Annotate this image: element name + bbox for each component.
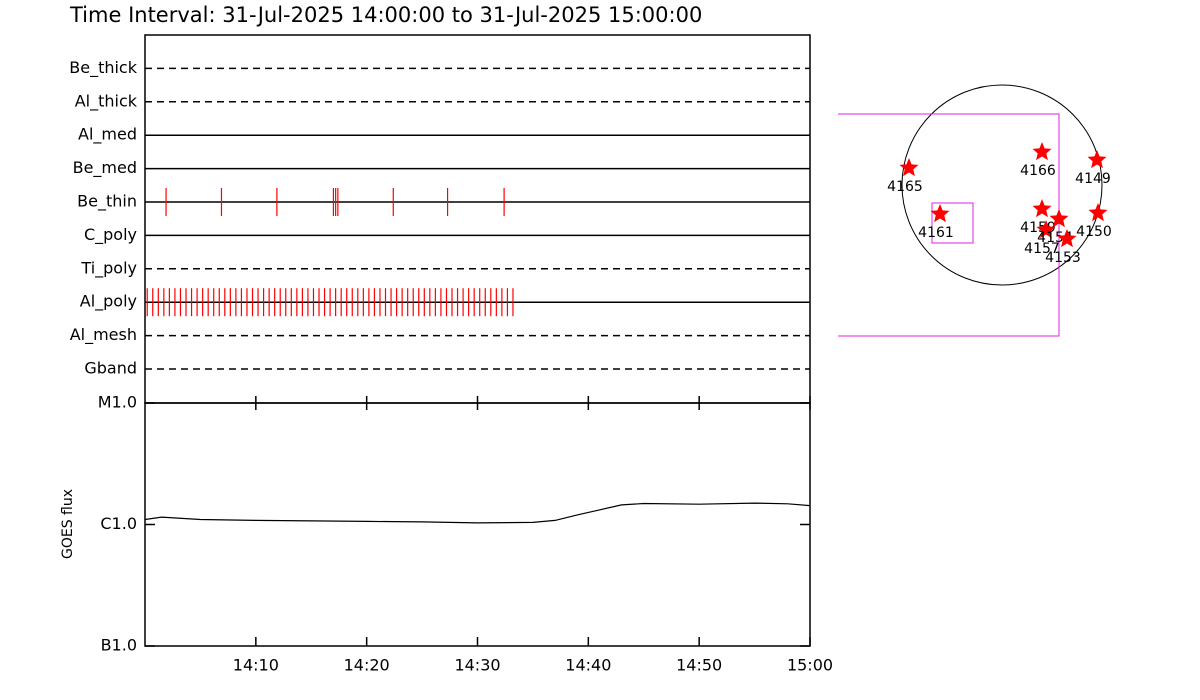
active-region-star [1036, 220, 1056, 239]
active-region-star [1087, 150, 1107, 169]
y-tick-label: C1.0 [100, 514, 137, 533]
active-region-label: 4165 [887, 179, 923, 195]
active-region-star [1088, 203, 1108, 222]
x-tick-label: 14:10 [233, 656, 279, 675]
active-region-label: 4166 [1020, 163, 1056, 179]
y-tick-label: M1.0 [98, 393, 137, 412]
row-label: Al_thick [75, 91, 138, 111]
active-region-star [1057, 229, 1077, 248]
row-label: Be_thick [69, 58, 137, 78]
goes-frame [144, 402, 811, 647]
x-tick-label: 14:50 [676, 656, 722, 675]
solar-disk [901, 84, 1103, 286]
active-region-star [1032, 199, 1052, 218]
x-tick-label: 14:20 [344, 656, 390, 675]
row-label: Al_poly [80, 292, 137, 312]
active-region-label: 4153 [1045, 250, 1081, 266]
active-region-label: 4150 [1076, 224, 1112, 240]
active-region-label: 4161 [918, 225, 954, 241]
row-label: Al_mesh [70, 325, 137, 345]
row-label: Ti_poly [80, 258, 137, 278]
timeline-frame [144, 34, 811, 404]
row-label: Gband [84, 359, 137, 378]
zoom-bracket [838, 113, 1060, 337]
x-tick-label: 14:40 [565, 656, 611, 675]
row-label: Be_thin [77, 192, 137, 212]
active-region-star [930, 204, 950, 223]
active-region-label: 4157 [1024, 241, 1060, 257]
active-region-star [899, 158, 919, 177]
active-region-star [1049, 209, 1069, 228]
y-tick-label: B1.0 [101, 636, 137, 655]
row-label: C_poly [84, 225, 137, 245]
x-tick-label: 15:00 [787, 656, 833, 675]
row-label: Al_med [78, 125, 137, 145]
x-tick-label: 14:30 [454, 656, 500, 675]
y-axis-label: GOES flux [60, 489, 76, 559]
chart-title: Time Interval: 31-Jul-2025 14:00:00 to 3… [69, 3, 702, 27]
goes-flux-line [144, 502, 811, 524]
row-label: Be_med [73, 158, 137, 178]
field-of-view [931, 202, 974, 244]
active-region-star [1032, 142, 1052, 161]
active-region-label: 4149 [1075, 171, 1111, 187]
